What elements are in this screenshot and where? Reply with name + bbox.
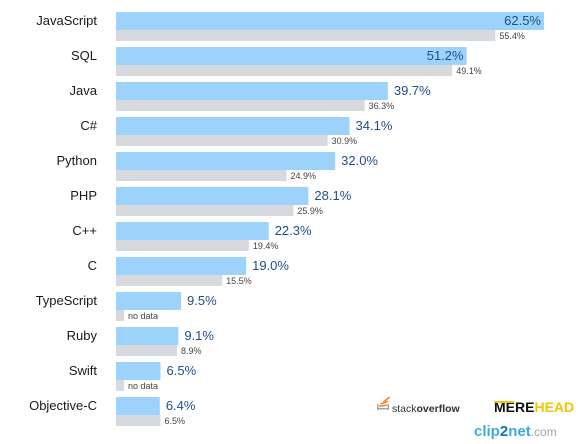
primary-bar <box>116 187 309 205</box>
merehead-logo: MEREHEAD <box>494 399 574 415</box>
category-label: Ruby <box>67 328 98 343</box>
chart-rows: JavaScript 62.5% 55.4% SQL 51.2% 49.1% Java 39.… <box>29 12 544 426</box>
secondary-value-label: 15.5% <box>226 276 252 286</box>
secondary-bar <box>116 65 453 76</box>
chart-row: Ruby 9.1% 8.9% <box>67 327 214 356</box>
chart-row: TypeScript 9.5% no data <box>36 292 217 321</box>
category-label: JavaScript <box>36 13 97 28</box>
stackoverflow-wordmark: stackoverflow <box>392 403 461 415</box>
primary-bar <box>116 47 467 65</box>
stackoverflow-prefix: stack <box>392 403 417 415</box>
primary-value-label: 9.1% <box>184 328 214 343</box>
secondary-value-label: 30.9% <box>332 136 358 146</box>
primary-value-label: 51.2% <box>427 48 464 63</box>
secondary-value-label: no data <box>128 381 158 391</box>
primary-bar <box>116 292 182 310</box>
secondary-value-label: 36.3% <box>369 101 395 111</box>
primary-value-label: 62.5% <box>504 13 541 28</box>
primary-value-label: 6.4% <box>166 398 196 413</box>
clip2net-mid: 2 <box>500 423 508 440</box>
chart-row: SQL 51.2% 49.1% <box>71 47 482 76</box>
primary-bar <box>116 152 336 170</box>
category-label: C++ <box>72 223 97 238</box>
secondary-value-label: 55.4% <box>499 31 525 41</box>
secondary-value-label: 49.1% <box>456 66 482 76</box>
secondary-bar <box>116 415 161 426</box>
secondary-bar <box>116 240 249 251</box>
primary-bar <box>116 82 388 100</box>
primary-value-label: 9.5% <box>187 293 217 308</box>
secondary-bar <box>116 275 223 286</box>
chart-row: PHP 28.1% 25.9% <box>70 187 352 216</box>
chart-row: Objective-C 6.4% 6.5% <box>29 397 196 426</box>
secondary-value-label: no data <box>128 311 158 321</box>
primary-bar <box>116 362 161 380</box>
category-label: Java <box>70 83 98 98</box>
chart-row: JavaScript 62.5% 55.4% <box>36 12 544 41</box>
chart-row: Swift 6.5% no data <box>69 362 197 391</box>
primary-value-label: 34.1% <box>356 118 393 133</box>
secondary-bar <box>116 170 287 181</box>
secondary-bar <box>116 380 124 391</box>
category-label: C <box>88 258 97 273</box>
secondary-value-label: 8.9% <box>181 346 202 356</box>
stackoverflow-suffix: overflow <box>417 403 461 415</box>
secondary-value-label: 25.9% <box>297 206 323 216</box>
primary-bar <box>116 327 179 345</box>
primary-value-label: 28.1% <box>314 188 351 203</box>
category-label: Swift <box>69 363 98 378</box>
primary-value-label: 22.3% <box>275 223 312 238</box>
secondary-bar <box>116 205 294 216</box>
primary-bar <box>116 117 350 135</box>
primary-bar <box>116 257 247 275</box>
secondary-bar <box>116 310 124 321</box>
chart-row: Python 32.0% 24.9% <box>57 152 378 181</box>
clip2net-suffix: net <box>508 423 531 440</box>
primary-bar <box>116 397 160 415</box>
secondary-bar <box>116 135 328 146</box>
category-label: SQL <box>71 48 97 63</box>
chart-row: C 19.0%15.5% <box>88 257 289 286</box>
merehead-suffix: HEAD <box>534 399 574 415</box>
category-label: C# <box>80 118 97 133</box>
stackoverflow-icon <box>377 396 391 410</box>
chart-row: C# 34.1% 30.9% <box>80 117 393 146</box>
category-label: Objective-C <box>29 398 97 413</box>
primary-bar <box>116 12 544 30</box>
clip2net-wordmark: clip2net.com <box>474 423 557 440</box>
category-label: Python <box>57 153 97 168</box>
secondary-bar <box>116 100 365 111</box>
secondary-value-label: 19.4% <box>253 241 279 251</box>
primary-bar <box>116 222 269 240</box>
secondary-bar <box>116 30 496 41</box>
category-label: PHP <box>70 188 97 203</box>
clip2net-prefix: clip <box>474 423 500 440</box>
secondary-value-label: 24.9% <box>291 171 317 181</box>
clip2net-logo: clip2net.com <box>474 423 557 440</box>
clip2net-tld: .com <box>531 425 557 439</box>
merehead-accent <box>494 401 514 403</box>
secondary-bar <box>116 345 177 356</box>
category-label: TypeScript <box>36 293 98 308</box>
primary-value-label: 39.7% <box>394 83 431 98</box>
stackoverflow-logo: stackoverflow <box>377 396 461 415</box>
primary-value-label: 19.0% <box>252 258 289 273</box>
chart-row: C++ 22.3% 19.4% <box>72 222 312 251</box>
primary-value-label: 6.5% <box>167 363 197 378</box>
chart-row: Java 39.7% 36.3% <box>70 82 431 111</box>
secondary-value-label: 6.5% <box>165 416 186 426</box>
primary-value-label: 32.0% <box>341 153 378 168</box>
